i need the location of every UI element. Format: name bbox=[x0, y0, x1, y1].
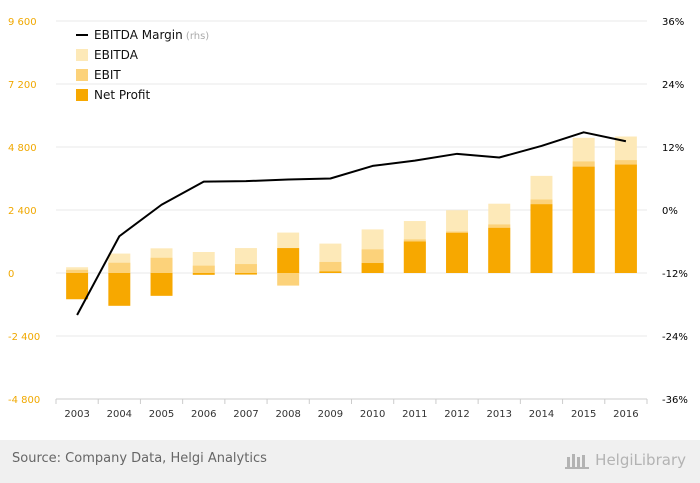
bar-net-profit bbox=[234, 273, 257, 275]
bar-net-profit bbox=[361, 263, 384, 273]
bar-net-profit bbox=[319, 271, 342, 273]
y-right-tick-label: 12% bbox=[662, 143, 684, 154]
brand-logo: HelgiLibrary bbox=[565, 450, 686, 470]
bar-ebit bbox=[66, 269, 89, 273]
legend-swatch bbox=[76, 49, 88, 61]
y-left-tick-label: -2 400 bbox=[8, 332, 40, 343]
bar-net-profit bbox=[66, 273, 89, 300]
brand-name: HelgiLibrary bbox=[595, 451, 686, 469]
y-left-tick-label: 0 bbox=[8, 269, 14, 280]
bar-net-profit bbox=[277, 248, 300, 273]
legend-label: Net Profit bbox=[94, 88, 150, 102]
bar-net-profit bbox=[572, 166, 595, 273]
bar-ebit bbox=[319, 261, 342, 273]
x-tick-label: 2011 bbox=[402, 409, 427, 420]
chart-area: -4 800 -2 400 0 2 400 4 800 7 200 9 600 -36% -24… bbox=[8, 17, 688, 420]
y-left-tick-label: 7 200 bbox=[8, 80, 37, 91]
y-right-tick-label: -24% bbox=[662, 332, 688, 343]
y-right-tick-label: 36% bbox=[662, 17, 684, 28]
x-tick-label: 2016 bbox=[613, 409, 638, 420]
x-tick-label: 2005 bbox=[149, 409, 174, 420]
bar-net-profit bbox=[488, 227, 511, 273]
x-tick-label: 2003 bbox=[64, 409, 89, 420]
bar-net-profit bbox=[614, 164, 637, 273]
y-left-tick-label: 4 800 bbox=[8, 143, 37, 154]
bar-net-profit bbox=[530, 204, 553, 273]
x-tick-label: 2012 bbox=[444, 409, 469, 420]
bar-ebit bbox=[234, 264, 257, 273]
ebitda-margin-line bbox=[76, 131, 627, 316]
y-right-tick-label: 0% bbox=[662, 206, 678, 217]
x-tick-label: 2004 bbox=[107, 409, 132, 420]
legend-swatch bbox=[76, 89, 88, 101]
bar-ebit bbox=[108, 262, 131, 273]
x-tick-label: 2006 bbox=[191, 409, 216, 420]
y-left-tick-label: 2 400 bbox=[8, 206, 37, 217]
legend-label: EBITDA Margin (rhs) bbox=[94, 28, 209, 42]
x-tick-label: 2015 bbox=[571, 409, 596, 420]
legend-suffix: (rhs) bbox=[183, 31, 210, 42]
legend-swatch bbox=[76, 69, 88, 81]
y-right-tick-label: -36% bbox=[662, 395, 688, 406]
footer: Source: Company Data, Helgi Analytics He… bbox=[0, 440, 700, 483]
legend-label: EBIT bbox=[94, 68, 121, 82]
x-tick-label: 2008 bbox=[275, 409, 300, 420]
bar-net-profit bbox=[403, 241, 426, 273]
bar-ebit bbox=[150, 257, 173, 273]
x-tick-label: 2014 bbox=[529, 409, 554, 420]
bar-net-profit bbox=[446, 232, 469, 273]
bar-ebit bbox=[192, 265, 215, 273]
bar-net-profit bbox=[108, 273, 131, 306]
bar-ebit bbox=[277, 273, 300, 286]
bar-net-profit bbox=[150, 273, 173, 296]
x-tick-label: 2013 bbox=[487, 409, 512, 420]
legend-label: EBITDA bbox=[94, 48, 139, 62]
y-right-tick-label: -12% bbox=[662, 269, 688, 280]
x-tick-label: 2009 bbox=[318, 409, 343, 420]
x-tick-label: 2010 bbox=[360, 409, 385, 420]
library-icon bbox=[565, 454, 590, 469]
y-left-tick-label: 9 600 bbox=[8, 17, 37, 28]
x-tick-label: 2007 bbox=[233, 409, 258, 420]
chart-svg: -4 800 -2 400 0 2 400 4 800 7 200 9 600 -36% -24… bbox=[8, 17, 688, 420]
source-text: Source: Company Data, Helgi Analytics bbox=[12, 451, 267, 466]
bar-net-profit bbox=[192, 273, 215, 275]
y-left-tick-label: -4 800 bbox=[8, 395, 40, 406]
y-right-tick-label: 24% bbox=[662, 80, 684, 91]
